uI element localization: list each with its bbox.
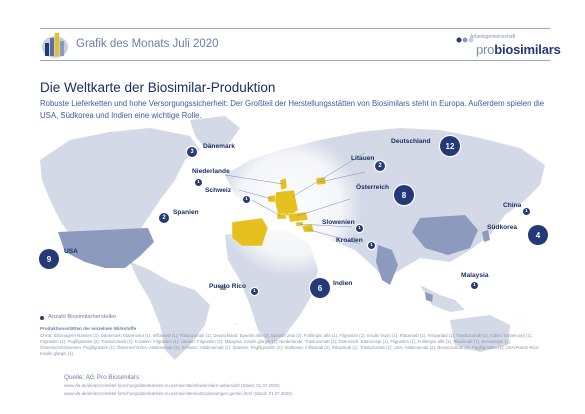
- marker-indien-label: Indien: [333, 280, 353, 287]
- netherlands-shape: [267, 194, 277, 203]
- legend-label: Anzahl Biosimilarhersteller: [48, 314, 117, 320]
- highlighted-european-countries: [231, 176, 327, 247]
- marker-puerto-rico-count: 1: [251, 288, 258, 295]
- bar-chart-logo-icon: [42, 33, 68, 58]
- marker-suedkorea-label: Südkorea: [487, 224, 518, 231]
- marker-litauen-count: 2: [375, 161, 385, 171]
- marker-litauen-label: Litauen: [351, 155, 375, 162]
- marker-niederlande-label: Niederlande: [192, 168, 230, 175]
- marker-oesterreich-count: 8: [394, 185, 414, 205]
- brand-logo: probiosimilars: [476, 42, 561, 57]
- legend-dot-icon: [40, 316, 44, 320]
- marker-schweiz-label: Schweiz: [205, 187, 232, 194]
- spain-shape: [231, 217, 269, 247]
- source-link-1[interactable]: www.vfa.de/de/arzneimittel-forschung/dat…: [64, 383, 280, 388]
- marker-spanien-label: Spanien: [173, 209, 199, 216]
- marker-slowenien-label: Slowenien: [322, 219, 355, 226]
- marker-schweiz-count: 1: [243, 196, 250, 203]
- marker-deutschland-label: Deutschland: [391, 138, 431, 145]
- source-link-2[interactable]: www.vfa.de/de/arzneimittel-forschung/dat…: [64, 391, 293, 396]
- lithuania-shape: [315, 176, 327, 186]
- header-top-rule: [40, 28, 550, 29]
- marker-slowenien-count: 1: [356, 225, 363, 232]
- brand-dots-icon: [456, 37, 474, 43]
- germany-shape: [274, 189, 299, 217]
- page-title: Die Weltkarte der Biosimilar-Produktion: [40, 80, 276, 95]
- logo-pro: pro: [476, 42, 495, 57]
- marker-kroatien-count: 1: [368, 242, 375, 249]
- source-title: Quelle: AG Pro Biosimilars: [64, 374, 140, 381]
- page-subtitle: Robuste Lieferketten und hohe Versorgung…: [40, 99, 545, 120]
- puerto-rico-shape: [220, 286, 226, 290]
- marker-indien-count: 6: [310, 278, 330, 298]
- marker-niederlande-count: 1: [195, 179, 202, 186]
- notes-title: Produktionsstätten der einzelnen Wirksto…: [40, 326, 137, 331]
- marker-deutschland-count: 12: [440, 136, 460, 156]
- marker-usa-label: USA: [64, 248, 78, 255]
- notes-body: China: Ethanagern-Namien (1); Dänemark: …: [40, 333, 540, 356]
- india-shape: [376, 245, 398, 285]
- marker-malaysia-count: 1: [471, 282, 478, 289]
- marker-kroatien-label: Kroatien: [336, 237, 363, 244]
- logo-name: biosimilars: [494, 42, 561, 57]
- header-bottom-rule: [40, 60, 550, 61]
- dot-pattern: [55, 177, 521, 325]
- marker-usa-count: 9: [39, 249, 59, 269]
- marker-spanien-count: 2: [159, 213, 169, 223]
- producer-countries: [58, 215, 490, 302]
- marker-china-count: 1: [523, 208, 530, 215]
- marker-puerto-rico-label: Puerto Rico: [209, 283, 247, 290]
- marker-daenemark-label: Dänemark: [203, 143, 235, 150]
- marker-china-label: China: [503, 202, 522, 209]
- leader-lines: [224, 152, 366, 245]
- usa-shape: [58, 228, 154, 268]
- marker-oesterreich-label: Österreich: [356, 184, 389, 191]
- china-shape: [412, 215, 478, 255]
- marker-suedkorea-count: 4: [528, 225, 548, 245]
- marker-daenemark-count: 3: [187, 147, 197, 157]
- austria-shape: [287, 211, 309, 223]
- denmark-shape: [279, 177, 288, 191]
- south-korea-shape: [482, 230, 490, 242]
- malaysia-shape: [425, 292, 433, 302]
- logo-subline: Arbeitsgemeinschaft: [470, 34, 516, 40]
- marker-malaysia-label: Malaysia: [461, 272, 489, 279]
- header-title: Grafik des Monats Juli 2020: [76, 38, 219, 50]
